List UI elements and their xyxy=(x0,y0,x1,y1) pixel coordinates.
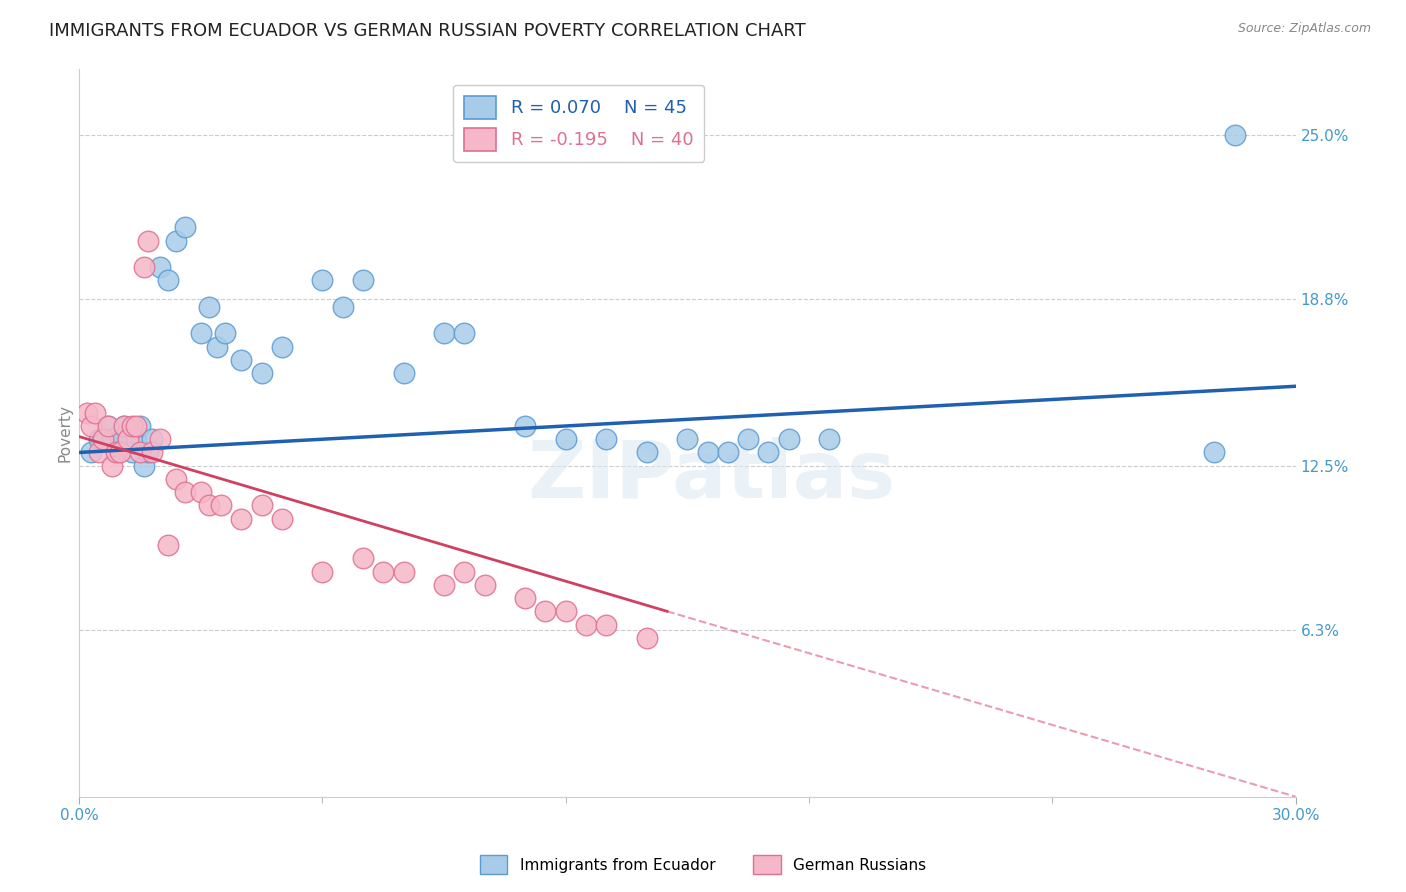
Point xyxy=(595,432,617,446)
Point xyxy=(173,220,195,235)
Point xyxy=(112,419,135,434)
Point xyxy=(141,445,163,459)
Point xyxy=(270,511,292,525)
Point xyxy=(717,445,740,459)
Point xyxy=(121,445,143,459)
Point xyxy=(453,326,475,341)
Point xyxy=(89,445,111,459)
Point xyxy=(270,340,292,354)
Point xyxy=(125,419,148,434)
Point xyxy=(117,432,139,446)
Text: Source: ZipAtlas.com: Source: ZipAtlas.com xyxy=(1237,22,1371,36)
Point xyxy=(311,565,333,579)
Point xyxy=(575,617,598,632)
Point xyxy=(100,432,122,446)
Point xyxy=(209,499,232,513)
Point xyxy=(108,432,131,446)
Point xyxy=(198,499,221,513)
Point xyxy=(112,419,135,434)
Point xyxy=(554,432,576,446)
Point xyxy=(214,326,236,341)
Point xyxy=(129,445,152,459)
Point xyxy=(250,499,273,513)
Point xyxy=(173,485,195,500)
Point xyxy=(93,432,115,446)
Point xyxy=(104,445,127,459)
Point xyxy=(93,432,115,446)
Point xyxy=(149,432,172,446)
Point xyxy=(392,366,415,380)
Point xyxy=(157,538,180,552)
Point xyxy=(373,565,395,579)
Point xyxy=(1223,128,1246,142)
Text: IMMIGRANTS FROM ECUADOR VS GERMAN RUSSIAN POVERTY CORRELATION CHART: IMMIGRANTS FROM ECUADOR VS GERMAN RUSSIA… xyxy=(49,22,806,40)
Point xyxy=(125,432,148,446)
Point xyxy=(205,340,228,354)
Point xyxy=(96,419,118,434)
Point xyxy=(433,326,456,341)
Point xyxy=(89,432,111,446)
Point xyxy=(778,432,800,446)
Point xyxy=(149,260,172,274)
Legend: Immigrants from Ecuador, German Russians: Immigrants from Ecuador, German Russians xyxy=(474,849,932,880)
Point xyxy=(737,432,759,446)
Point xyxy=(433,578,456,592)
Point xyxy=(352,551,374,566)
Point xyxy=(121,419,143,434)
Point xyxy=(534,604,557,618)
Point xyxy=(80,445,103,459)
Point xyxy=(818,432,841,446)
Point xyxy=(190,485,212,500)
Point xyxy=(474,578,496,592)
Point xyxy=(515,591,537,606)
Text: ZIPatlas: ZIPatlas xyxy=(527,437,896,516)
Point xyxy=(636,631,658,645)
Point xyxy=(352,273,374,287)
Point xyxy=(636,445,658,459)
Point xyxy=(136,234,159,248)
Point xyxy=(676,432,699,446)
Point xyxy=(76,406,98,420)
Point xyxy=(108,445,131,459)
Point xyxy=(80,419,103,434)
Point xyxy=(696,445,718,459)
Point xyxy=(392,565,415,579)
Point xyxy=(231,352,253,367)
Point xyxy=(132,260,155,274)
Point xyxy=(129,419,152,434)
Point xyxy=(165,472,187,486)
Point xyxy=(141,432,163,446)
Point xyxy=(198,300,221,314)
Point xyxy=(84,406,107,420)
Point xyxy=(157,273,180,287)
Point xyxy=(165,234,187,248)
Point xyxy=(311,273,333,287)
Point xyxy=(332,300,354,314)
Point xyxy=(758,445,780,459)
Y-axis label: Poverty: Poverty xyxy=(58,403,72,461)
Point xyxy=(117,432,139,446)
Point xyxy=(453,565,475,579)
Point xyxy=(100,458,122,473)
Legend: R = 0.070    N = 45, R = -0.195    N = 40: R = 0.070 N = 45, R = -0.195 N = 40 xyxy=(453,85,704,162)
Point xyxy=(250,366,273,380)
Point xyxy=(104,445,127,459)
Point xyxy=(554,604,576,618)
Point xyxy=(595,617,617,632)
Point xyxy=(190,326,212,341)
Point xyxy=(231,511,253,525)
Point xyxy=(136,445,159,459)
Point xyxy=(515,419,537,434)
Point xyxy=(96,419,118,434)
Point xyxy=(1204,445,1226,459)
Point xyxy=(132,458,155,473)
